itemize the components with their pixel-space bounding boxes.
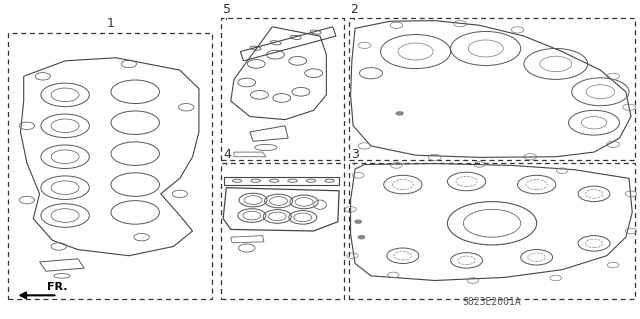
Circle shape [355,220,362,223]
Text: 3: 3 [351,148,358,161]
Text: 5: 5 [223,3,231,16]
Text: FR.: FR. [47,282,68,292]
Circle shape [358,236,365,239]
Circle shape [396,112,403,115]
Text: 1: 1 [106,17,115,30]
Text: 4: 4 [223,148,231,161]
Text: S823E2001A: S823E2001A [463,297,522,307]
Text: 2: 2 [351,3,358,16]
